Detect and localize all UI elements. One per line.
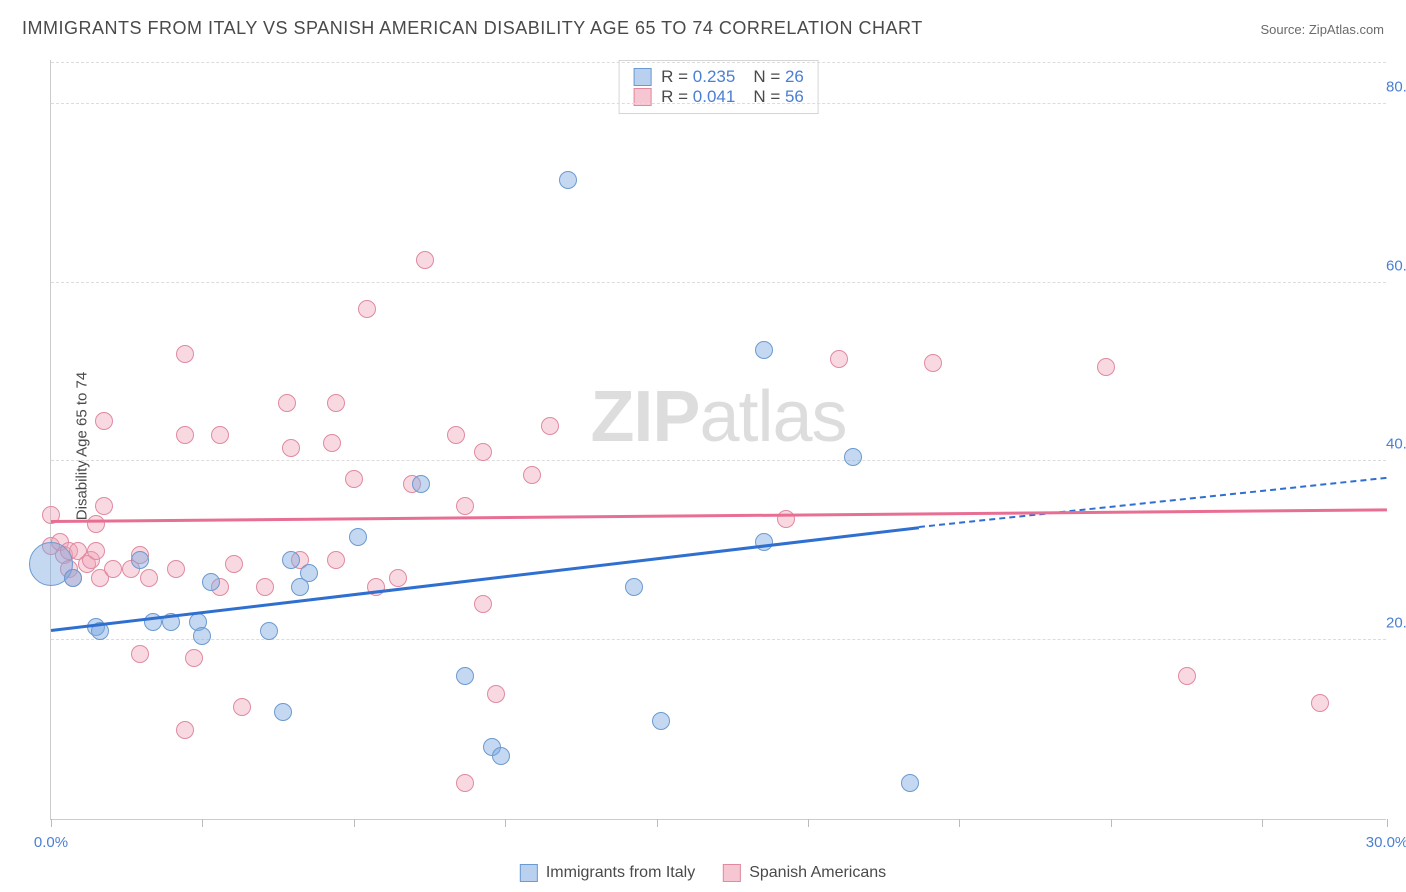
chart-title: IMMIGRANTS FROM ITALY VS SPANISH AMERICA… <box>22 18 923 39</box>
data-point <box>260 622 278 640</box>
data-point <box>278 394 296 412</box>
data-point <box>755 533 773 551</box>
legend-label: Immigrants from Italy <box>546 864 695 882</box>
data-point <box>844 448 862 466</box>
x-tick <box>505 819 506 827</box>
x-tick <box>1262 819 1263 827</box>
data-point <box>327 394 345 412</box>
gridline <box>51 282 1386 283</box>
data-point <box>456 667 474 685</box>
legend-swatch <box>633 68 651 86</box>
data-point <box>300 564 318 582</box>
x-tick-label: 0.0% <box>34 834 68 851</box>
data-point <box>487 685 505 703</box>
data-point <box>95 497 113 515</box>
y-tick-label: 20.0% <box>1386 615 1406 632</box>
scatter-plot-area: ZIPatlas R = 0.235N = 26R = 0.041N = 56 … <box>50 60 1386 820</box>
data-point <box>323 434 341 452</box>
x-tick <box>1111 819 1112 827</box>
data-point <box>541 417 559 435</box>
data-point <box>282 439 300 457</box>
data-point <box>447 426 465 444</box>
gridline <box>51 460 1386 461</box>
data-point <box>416 251 434 269</box>
data-point <box>202 573 220 591</box>
data-point <box>345 470 363 488</box>
data-point <box>1097 358 1115 376</box>
data-point <box>523 466 541 484</box>
legend-swatch <box>723 864 741 882</box>
data-point <box>193 627 211 645</box>
data-point <box>755 341 773 359</box>
trend-line <box>919 477 1387 528</box>
data-point <box>474 443 492 461</box>
source-label: Source: ZipAtlas.com <box>1260 22 1384 37</box>
data-point <box>176 721 194 739</box>
stats-row: R = 0.235N = 26 <box>633 67 804 87</box>
x-tick <box>808 819 809 827</box>
data-point <box>64 569 82 587</box>
y-tick-label: 40.0% <box>1386 436 1406 453</box>
data-point <box>140 569 158 587</box>
y-tick-label: 80.0% <box>1386 78 1406 95</box>
legend-label: Spanish Americans <box>749 864 886 882</box>
data-point <box>87 515 105 533</box>
data-point <box>358 300 376 318</box>
legend: Immigrants from Italy Spanish Americans <box>520 864 886 882</box>
data-point <box>256 578 274 596</box>
data-point <box>282 551 300 569</box>
x-tick <box>51 819 52 827</box>
data-point <box>176 345 194 363</box>
data-point <box>211 426 229 444</box>
trend-line <box>51 508 1387 522</box>
data-point <box>924 354 942 372</box>
legend-swatch <box>520 864 538 882</box>
data-point <box>492 747 510 765</box>
watermark: ZIPatlas <box>590 376 846 458</box>
x-tick-label: 30.0% <box>1366 834 1406 851</box>
trend-line <box>51 526 920 631</box>
data-point <box>830 350 848 368</box>
x-tick <box>354 819 355 827</box>
legend-item: Spanish Americans <box>723 864 886 882</box>
y-tick-label: 60.0% <box>1386 257 1406 274</box>
data-point <box>349 528 367 546</box>
data-point <box>167 560 185 578</box>
data-point <box>474 595 492 613</box>
x-tick <box>959 819 960 827</box>
data-point <box>1311 694 1329 712</box>
data-point <box>87 542 105 560</box>
stats-row: R = 0.041N = 56 <box>633 87 804 107</box>
data-point <box>104 560 122 578</box>
data-point <box>1178 667 1196 685</box>
data-point <box>274 703 292 721</box>
data-point <box>412 475 430 493</box>
data-point <box>456 774 474 792</box>
x-tick <box>202 819 203 827</box>
data-point <box>559 171 577 189</box>
data-point <box>625 578 643 596</box>
data-point <box>456 497 474 515</box>
x-tick <box>1387 819 1388 827</box>
data-point <box>176 426 194 444</box>
data-point <box>233 698 251 716</box>
data-point <box>131 551 149 569</box>
data-point <box>225 555 243 573</box>
x-tick <box>657 819 658 827</box>
data-point <box>389 569 407 587</box>
data-point <box>185 649 203 667</box>
data-point <box>327 551 345 569</box>
legend-item: Immigrants from Italy <box>520 864 695 882</box>
correlation-stats-box: R = 0.235N = 26R = 0.041N = 56 <box>618 60 819 114</box>
data-point <box>95 412 113 430</box>
data-point <box>652 712 670 730</box>
data-point <box>901 774 919 792</box>
gridline <box>51 62 1386 63</box>
gridline <box>51 103 1386 104</box>
data-point <box>131 645 149 663</box>
gridline <box>51 639 1386 640</box>
